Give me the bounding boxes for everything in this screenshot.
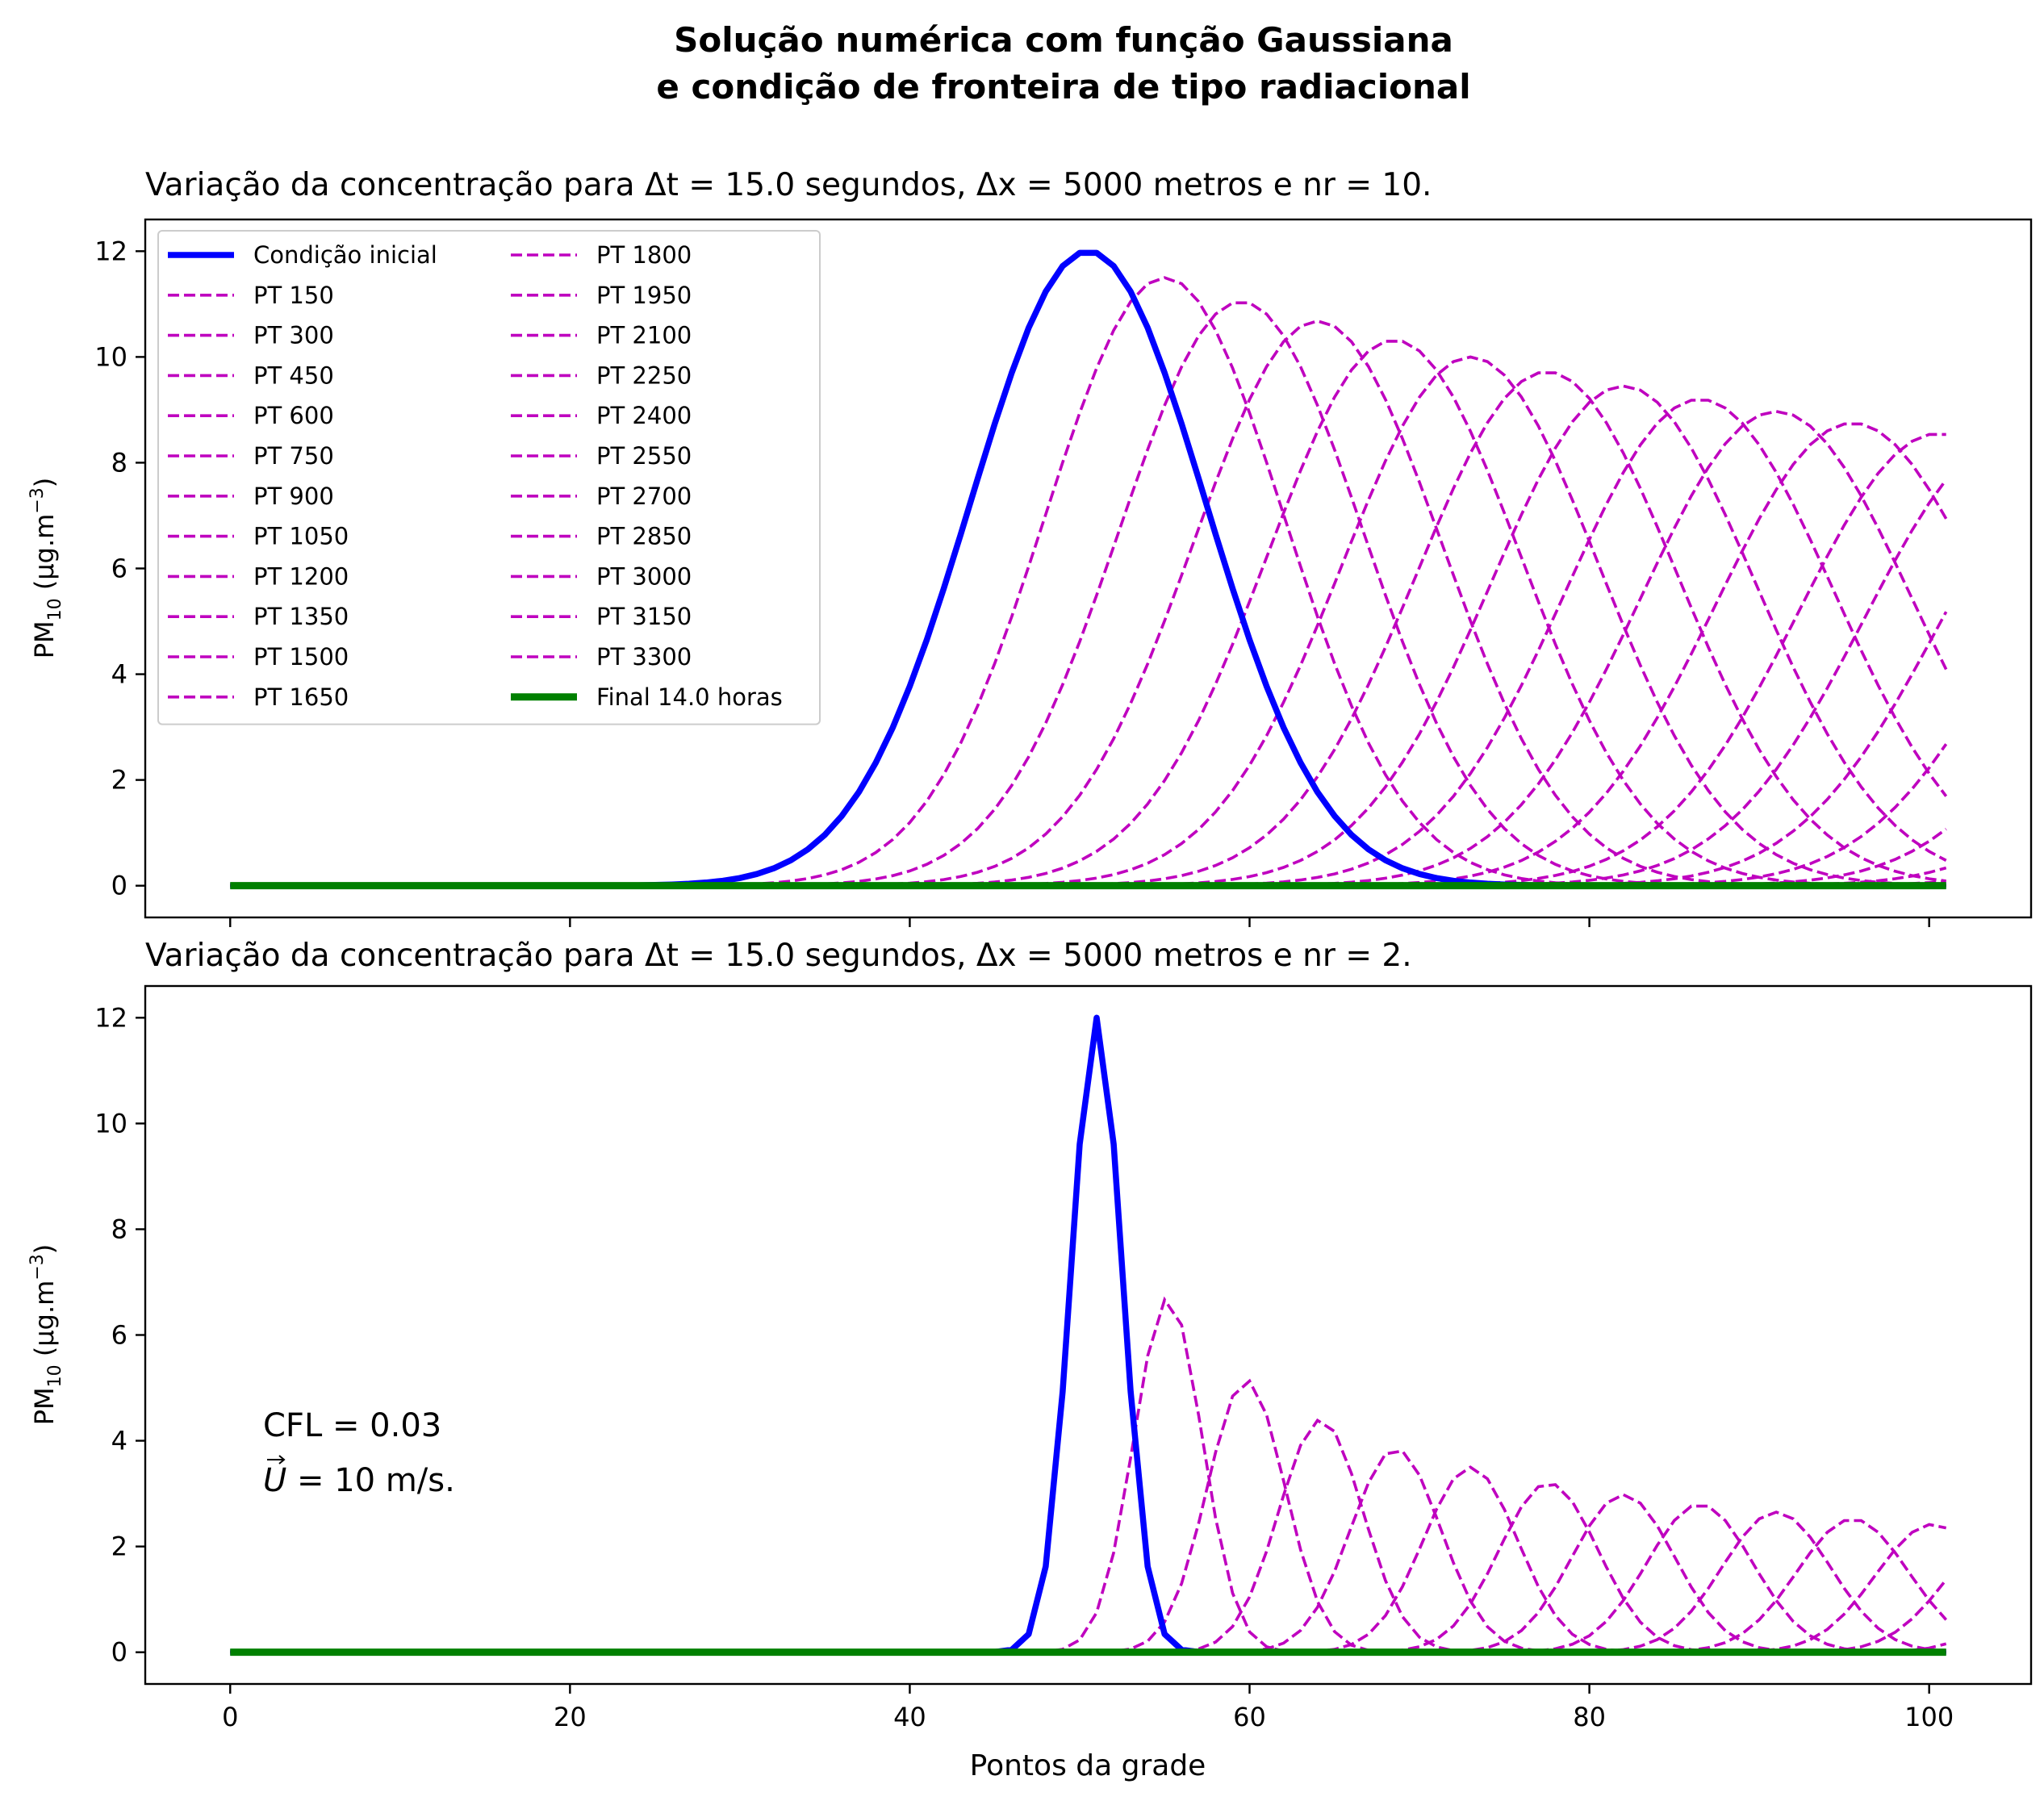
- legend-label: PT 1200: [253, 562, 349, 590]
- y-tick-label: 6: [111, 1320, 127, 1351]
- series-line-pt-450: [230, 319, 1946, 888]
- top-panel-x-ticks: [229, 917, 1930, 927]
- bottom-ylabel-sup: −3: [27, 1254, 48, 1280]
- top-ylabel-main: PM: [29, 620, 60, 658]
- x-tick-label: 60: [1233, 1702, 1266, 1732]
- top-panel-curves: [230, 249, 1948, 890]
- x-axis-label: Pontos da grade: [970, 1749, 1206, 1782]
- legend-label: PT 3000: [596, 562, 692, 590]
- x-tick-label: 0: [222, 1702, 238, 1732]
- legend-label: PT 600: [253, 402, 334, 429]
- legend-label: PT 3300: [596, 643, 692, 671]
- bottom-panel: Variação da concentração para Δt = 15.0 …: [27, 938, 2033, 1782]
- legend-label: PT 2850: [596, 523, 692, 550]
- bottom-ylabel-rest: (μg.m: [29, 1281, 60, 1365]
- y-tick-label: 4: [111, 1426, 127, 1456]
- legend-label: PT 3150: [596, 603, 692, 630]
- legend-label: PT 2100: [596, 322, 692, 349]
- legend-label: PT 900: [253, 483, 334, 510]
- bottom-ylabel-close: ): [29, 1244, 60, 1254]
- top-ylabel-close: ): [29, 478, 60, 487]
- y-tick-label: 0: [111, 871, 127, 901]
- x-tick-label: 100: [1904, 1702, 1954, 1732]
- top-ylabel-sup: −3: [27, 487, 48, 513]
- legend-label: PT 2550: [596, 442, 692, 470]
- top-panel-ylabel: PM10 (μg.m−3): [27, 478, 65, 659]
- y-tick-label: 0: [111, 1637, 127, 1668]
- bottom-panel-title: Variação da concentração para Δt = 15.0 …: [145, 938, 1412, 974]
- y-tick-label: 12: [94, 236, 127, 266]
- bottom-panel-ylabel: PM10 (μg.m−3): [27, 1244, 65, 1426]
- y-tick-label: 2: [111, 1531, 127, 1562]
- top-panel: Variação da concentração para Δt = 15.0 …: [27, 167, 2033, 927]
- legend: Condição inicial PT 150 PT 300 PT 450 PT 600…: [157, 230, 821, 725]
- series-line-pt-150: [230, 276, 1946, 888]
- legend-label: PT 450: [253, 361, 334, 389]
- series-line-pt-750: [230, 355, 1946, 888]
- bottom-panel-curves: [230, 1014, 1948, 1657]
- legend-label: PT 1050: [253, 523, 349, 550]
- x-tick-label: 80: [1573, 1702, 1606, 1732]
- legend-label: PT 1800: [596, 241, 692, 269]
- legend-label: PT 750: [253, 442, 334, 470]
- cfl-annotation: CFL = 0.03: [263, 1407, 441, 1444]
- top-panel-y-ticks: 0 2 4 6 8 10 12: [94, 236, 145, 901]
- legend-label: PT 2250: [596, 361, 692, 389]
- figure-title-line1: Solução numérica com função Gaussiana: [674, 20, 1453, 60]
- legend-box: [157, 230, 821, 725]
- x-tick-label: 20: [554, 1702, 587, 1732]
- top-panel-title: Variação da concentração para Δt = 15.0 …: [145, 167, 1432, 203]
- legend-label: PT 1500: [253, 643, 349, 671]
- bottom-panel-x-ticks: 0 20 40 60 80 100: [222, 1684, 1954, 1732]
- y-tick-label: 10: [94, 341, 127, 372]
- bottom-ylabel-main: PM: [29, 1387, 60, 1425]
- vector-arrow-icon: [267, 1455, 286, 1464]
- legend-label: PT 150: [253, 282, 334, 309]
- legend-label: PT 300: [253, 322, 334, 349]
- legend-label: PT 1650: [253, 683, 349, 711]
- legend-label: PT 2400: [596, 402, 692, 429]
- y-tick-label: 2: [111, 765, 127, 796]
- y-tick-label: 12: [94, 1002, 127, 1033]
- figure-title-line2: e condição de fronteira de tipo radiacio…: [656, 67, 1470, 107]
- bottom-ylabel-sub: 10: [45, 1364, 65, 1387]
- velocity-annotation-text: = 10 m/s.: [286, 1462, 455, 1499]
- velocity-vector-symbol: U: [263, 1462, 286, 1499]
- top-ylabel-rest: (μg.m: [29, 514, 60, 599]
- y-tick-label: 8: [111, 1214, 127, 1244]
- velocity-annotation: U = 10 m/s.: [263, 1462, 455, 1499]
- bottom-panel-y-ticks: 0 2 4 6 8 10 12: [94, 1002, 145, 1668]
- y-tick-label: 8: [111, 447, 127, 478]
- y-tick-label: 6: [111, 554, 127, 584]
- legend-label: PT 1350: [253, 603, 349, 630]
- y-tick-label: 4: [111, 659, 127, 690]
- y-tick-label: 10: [94, 1108, 127, 1139]
- legend-label: PT 1950: [596, 282, 692, 309]
- legend-label: Condição inicial: [253, 241, 437, 269]
- top-ylabel-sub: 10: [45, 598, 65, 620]
- x-tick-label: 40: [893, 1702, 926, 1732]
- series-line-pt-300: [230, 301, 1946, 888]
- legend-label: PT 2700: [596, 483, 692, 510]
- legend-label: Final 14.0 horas: [596, 683, 783, 711]
